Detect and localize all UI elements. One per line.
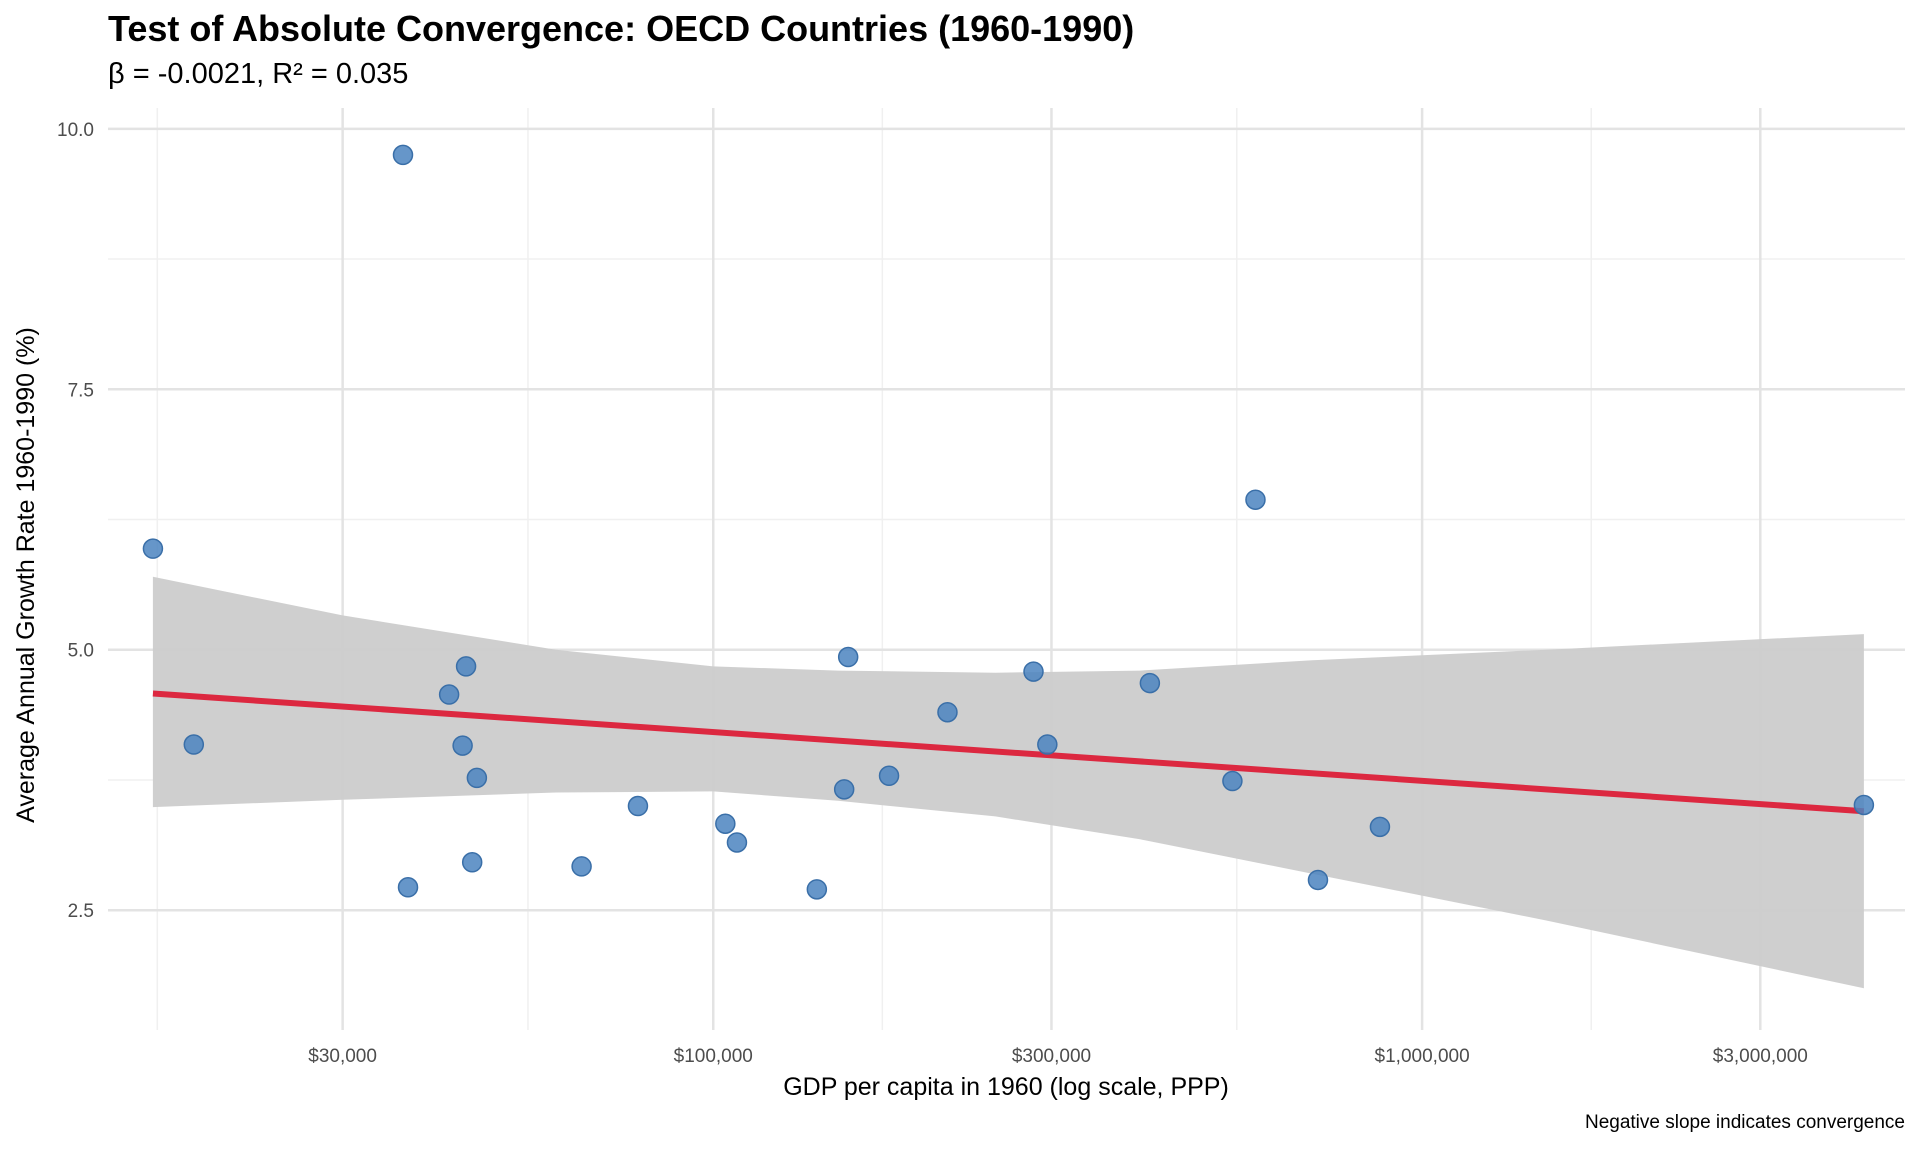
y-tick-labels: 2.5 5.0 7.5 10.0 xyxy=(57,120,94,922)
y-tick-label: 7.5 xyxy=(68,380,94,401)
data-point xyxy=(452,735,473,756)
data-points-layer xyxy=(142,144,1875,900)
data-point xyxy=(392,144,414,166)
data-point xyxy=(438,684,460,705)
y-tick-label: 2.5 xyxy=(68,901,94,922)
data-point xyxy=(1037,734,1058,755)
data-point xyxy=(142,538,164,559)
data-point xyxy=(455,656,477,677)
data-point xyxy=(715,813,736,834)
y-tick-label: 10.0 xyxy=(57,120,94,141)
data-point xyxy=(627,795,649,817)
data-point xyxy=(183,734,205,755)
x-axis-title: GDP per capita in 1960 (log scale, PPP) xyxy=(783,1073,1229,1101)
x-tick-labels: $30,000 $100,000 $300,000 $1,000,000 $3,000,… xyxy=(308,1046,1808,1067)
chart-title: Test of Absolute Convergence: OECD Count… xyxy=(108,8,1135,49)
data-point xyxy=(466,767,488,789)
data-point xyxy=(833,779,855,800)
data-point xyxy=(1023,661,1044,682)
data-point xyxy=(1245,489,1266,510)
data-point xyxy=(1853,794,1875,816)
data-point xyxy=(937,701,958,723)
data-point xyxy=(837,646,859,668)
regression-line-layer xyxy=(152,690,1865,815)
data-point xyxy=(1307,869,1329,891)
data-point xyxy=(726,832,748,853)
data-point xyxy=(878,765,900,787)
data-point xyxy=(397,877,419,898)
data-point xyxy=(571,856,592,877)
chart-caption: Negative slope indicates convergence xyxy=(1584,1112,1905,1133)
x-tick-label: $100,000 xyxy=(674,1046,753,1067)
y-tick-label: 5.0 xyxy=(68,641,94,662)
x-tick-label: $30,000 xyxy=(308,1046,377,1067)
data-point xyxy=(806,879,828,900)
y-axis-title: Average Annual Growth Rate 1960-1990 (%) xyxy=(12,327,40,823)
regression-line xyxy=(152,690,1865,815)
confidence-band xyxy=(152,576,1864,989)
x-tick-label: $1,000,000 xyxy=(1375,1046,1470,1067)
data-point xyxy=(461,852,483,873)
chart-subtitle: β = -0.0021, R² = 0.035 xyxy=(108,58,409,90)
confidence-band-layer xyxy=(152,576,1864,989)
data-point xyxy=(1369,816,1391,838)
data-point xyxy=(1222,770,1243,792)
x-tick-label: $300,000 xyxy=(1012,1046,1091,1067)
x-tick-label: $3,000,000 xyxy=(1713,1046,1808,1067)
data-point xyxy=(1139,672,1161,694)
